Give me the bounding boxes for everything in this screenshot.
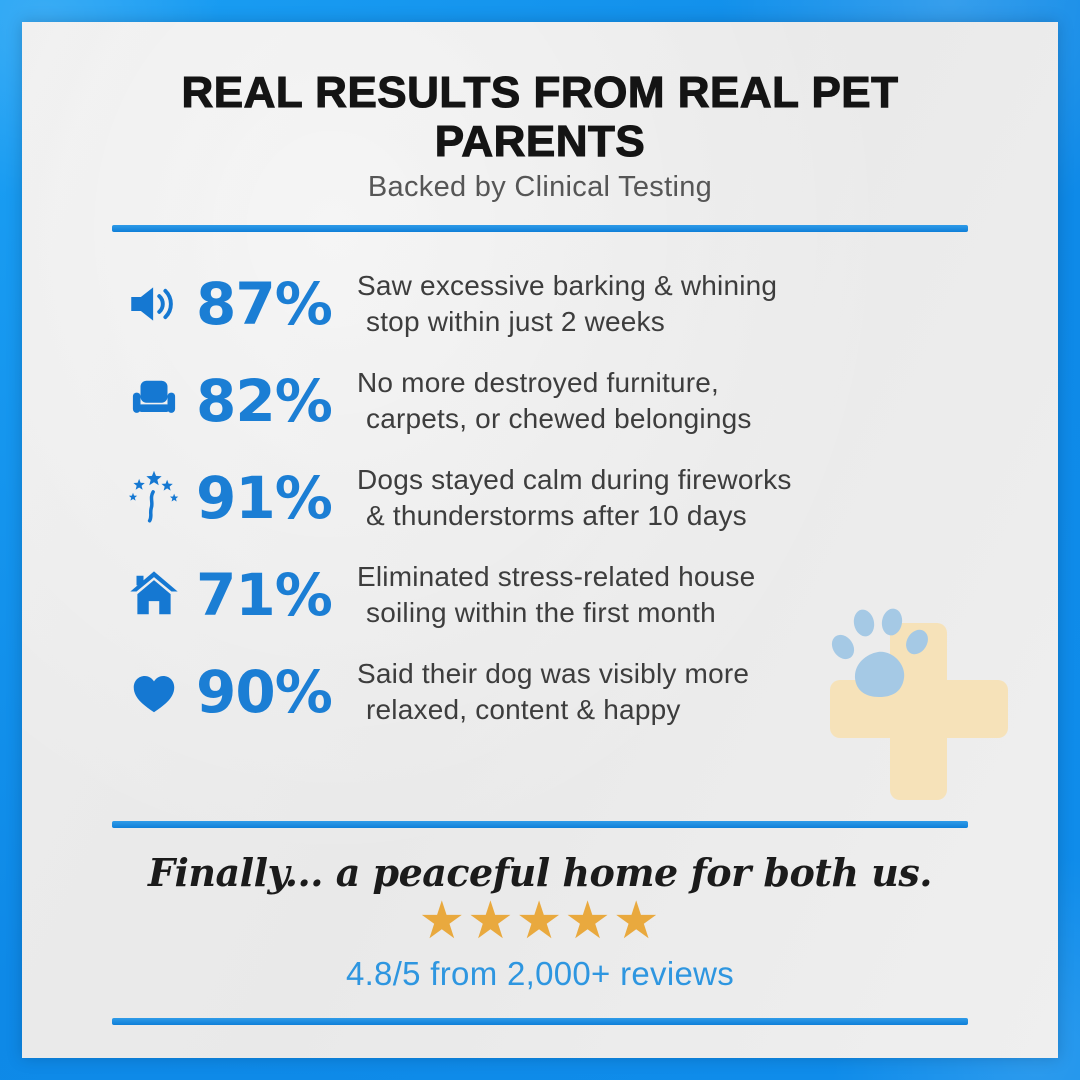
stat-row-house: 71% Eliminated stress-related house soil… xyxy=(125,559,885,631)
house-icon xyxy=(125,564,183,626)
paw-print-icon xyxy=(831,608,928,697)
stat-description-line2: relaxed, content & happy xyxy=(366,693,681,725)
stats-list: 87% Saw excessive barking & whining stop… xyxy=(125,268,885,728)
stat-row-happy: 90% Said their dog was visibly more rela… xyxy=(125,656,885,728)
title-line-2: PARENTS xyxy=(434,117,646,167)
stat-description: Said their dog was visibly more relaxed,… xyxy=(357,656,749,727)
testimonial-quote: Finally... a peaceful home for both us. xyxy=(148,849,932,895)
stat-description-line2: carpets, or chewed belongings xyxy=(366,402,752,434)
stat-percent: 90% xyxy=(196,657,333,726)
stat-description-line1: Said their dog was visibly more xyxy=(357,657,750,689)
stat-percent: 87% xyxy=(196,269,333,338)
rating-text: 4.8/5 from 2,000+ reviews xyxy=(345,954,735,992)
page-subtitle: Backed by Clinical Testing xyxy=(367,170,713,203)
stat-description: Dogs stayed calm during fireworks & thun… xyxy=(357,462,792,533)
infographic-card: REAL RESULTS FROM REAL PET PARENTS Backe… xyxy=(22,22,1058,1058)
stat-row-fireworks: 91% Dogs stayed calm during fireworks & … xyxy=(125,462,885,534)
stat-row-barking: 87% Saw excessive barking & whining stop… xyxy=(125,268,885,340)
stat-description-line1: No more destroyed furniture, xyxy=(357,366,719,398)
stat-description-line1: Saw excessive barking & whining xyxy=(357,269,778,301)
fireworks-icon xyxy=(125,467,183,529)
page-title: REAL RESULTS FROM REAL PET PARENTS xyxy=(22,67,1058,167)
stat-description-line2: soiling within the first month xyxy=(366,596,716,628)
stat-percent: 91% xyxy=(196,463,333,532)
middle-divider xyxy=(112,820,968,828)
heart-icon xyxy=(125,661,183,723)
five-star-rating-icon: ★★★★★ xyxy=(418,891,662,950)
vet-badge xyxy=(822,600,1012,805)
stat-description: Eliminated stress-related house soiling … xyxy=(357,559,755,630)
stat-description: Saw excessive barking & whining stop wit… xyxy=(357,268,777,339)
stat-description: No more destroyed furniture, carpets, or… xyxy=(357,365,752,436)
speaker-icon xyxy=(125,273,183,335)
stat-percent: 71% xyxy=(196,560,333,629)
armchair-icon xyxy=(125,370,183,432)
stat-description-line2: stop within just 2 weeks xyxy=(366,305,665,337)
stat-row-furniture: 82% No more destroyed furniture, carpets… xyxy=(125,365,885,437)
stat-percent: 82% xyxy=(196,366,333,435)
stat-description-line2: & thunderstorms after 10 days xyxy=(366,499,747,531)
stat-description-line1: Dogs stayed calm during fireworks xyxy=(357,463,792,495)
bottom-divider xyxy=(112,1017,968,1025)
title-line-1: REAL RESULTS FROM REAL PET xyxy=(181,67,899,117)
top-divider xyxy=(112,224,968,232)
stat-description-line1: Eliminated stress-related house xyxy=(357,560,756,592)
